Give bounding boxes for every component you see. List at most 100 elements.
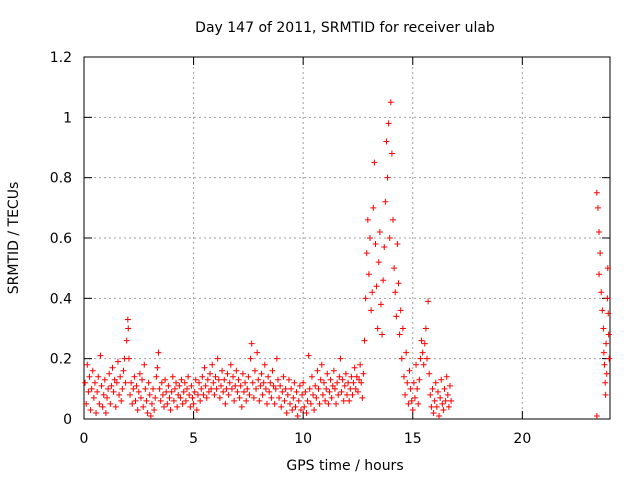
- data-point: [329, 382, 336, 389]
- data-point: [327, 376, 334, 383]
- data-point: [346, 397, 353, 404]
- data-point: [132, 397, 139, 404]
- data-point: [294, 412, 301, 419]
- data-point: [396, 331, 403, 338]
- data-point: [141, 361, 148, 368]
- data-point: [97, 352, 104, 359]
- data-point: [308, 373, 315, 380]
- data-point: [421, 340, 428, 347]
- data-point: [250, 394, 257, 401]
- data-point: [322, 397, 329, 404]
- data-point: [242, 379, 249, 386]
- data-point: [368, 307, 375, 314]
- data-point: [337, 355, 344, 362]
- y-tick-label: 1: [63, 110, 72, 126]
- data-point: [146, 391, 153, 398]
- data-point: [226, 379, 233, 386]
- data-point: [370, 204, 377, 211]
- data-point: [394, 241, 401, 248]
- data-point: [214, 355, 221, 362]
- data-point: [180, 388, 187, 395]
- data-point: [359, 394, 366, 401]
- data-point: [169, 373, 176, 380]
- data-point: [301, 403, 308, 410]
- data-point: [159, 391, 166, 398]
- data-point: [227, 361, 234, 368]
- data-point: [383, 138, 390, 145]
- data-point: [300, 379, 307, 386]
- data-point: [430, 409, 437, 416]
- data-point: [350, 379, 357, 386]
- data-point: [354, 388, 361, 395]
- axis-ticks: 0 0.2 0.4 0.6 0.8 1 1.2 0 5 10 15 20: [50, 50, 610, 447]
- data-point: [239, 370, 246, 377]
- data-point: [348, 373, 355, 380]
- data-point: [338, 388, 345, 395]
- data-point: [603, 370, 610, 377]
- data-point: [347, 385, 354, 392]
- data-point: [341, 382, 348, 389]
- data-point: [363, 250, 370, 257]
- data-point: [413, 361, 420, 368]
- data-point: [222, 400, 229, 407]
- x-tick-label: 15: [404, 431, 422, 447]
- data-point: [311, 406, 318, 413]
- data-points: [82, 99, 613, 419]
- data-point: [293, 388, 300, 395]
- data-point: [442, 397, 449, 404]
- data-point: [231, 397, 238, 404]
- data-point: [312, 382, 319, 389]
- data-point: [374, 325, 381, 332]
- data-point: [113, 379, 120, 386]
- data-point: [221, 376, 228, 383]
- data-point: [400, 373, 407, 380]
- data-point: [360, 370, 367, 377]
- data-point: [160, 403, 167, 410]
- data-point: [361, 337, 368, 344]
- data-point: [325, 400, 332, 407]
- data-point: [105, 385, 112, 392]
- data-point: [334, 379, 341, 386]
- data-point: [304, 397, 311, 404]
- data-point: [125, 355, 132, 362]
- data-point: [190, 400, 197, 407]
- data-point: [272, 385, 279, 392]
- data-point: [201, 364, 208, 371]
- data-point: [212, 373, 219, 380]
- data-point: [147, 412, 154, 419]
- data-point: [320, 379, 327, 386]
- data-point: [178, 376, 185, 383]
- data-point: [287, 400, 294, 407]
- data-point: [253, 385, 260, 392]
- data-point: [303, 409, 310, 416]
- data-point: [344, 391, 350, 398]
- data-point: [290, 394, 297, 401]
- data-point: [358, 379, 365, 386]
- data-point: [273, 355, 280, 362]
- data-point: [102, 409, 109, 416]
- data-point: [278, 403, 285, 410]
- data-point: [198, 385, 205, 392]
- data-point: [377, 301, 384, 308]
- data-point: [208, 385, 215, 392]
- data-point: [89, 367, 96, 374]
- data-point: [134, 406, 141, 413]
- data-point: [285, 376, 292, 383]
- data-point: [219, 367, 226, 374]
- data-point: [84, 361, 91, 368]
- data-point: [284, 391, 291, 398]
- data-point: [173, 379, 180, 386]
- data-point: [399, 325, 406, 332]
- data-point: [271, 400, 278, 407]
- data-point: [382, 198, 389, 205]
- data-point: [296, 382, 303, 389]
- data-point: [150, 385, 157, 392]
- data-point: [185, 373, 192, 380]
- data-point: [188, 382, 195, 389]
- data-point: [240, 388, 247, 395]
- data-point: [225, 391, 232, 398]
- data-point: [289, 406, 296, 413]
- data-point: [151, 406, 158, 413]
- data-point: [274, 376, 281, 383]
- data-point: [99, 403, 106, 410]
